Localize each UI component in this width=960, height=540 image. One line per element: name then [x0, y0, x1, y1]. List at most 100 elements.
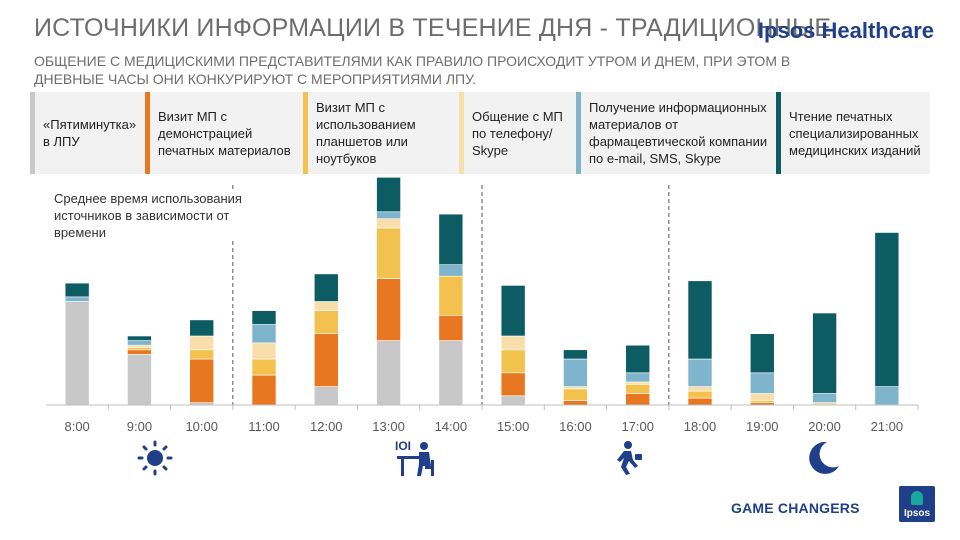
page-subtitle: ОБЩЕНИЕ С МЕДИЦИСКИМИ ПРЕДСТАВИТЕЛЯМИ КА… [34, 53, 791, 87]
bar-segment [687, 390, 713, 399]
x-tick-label: 15:00 [497, 419, 530, 434]
bar-segment [251, 342, 277, 360]
bar-segment [563, 388, 588, 401]
brand-name: Ipsos Healthcare [757, 18, 934, 43]
bar-segment [376, 340, 401, 406]
ipsos-logo-mark [911, 491, 923, 505]
bar-segment [127, 340, 152, 346]
bar-segment [687, 397, 713, 406]
bar-segment [749, 393, 775, 401]
x-tick-label: 8:00 [64, 419, 89, 434]
legend-label: Визит МП с использованием планшетов или … [316, 100, 416, 166]
bar-segment [749, 333, 775, 374]
legend-label: Чтение печатных специализированных медиц… [789, 108, 921, 158]
bar-segment [189, 319, 215, 337]
game-changers-label: GAME CHANGERS [731, 500, 860, 516]
x-tick-label: 14:00 [435, 419, 468, 434]
bar-segment [874, 386, 900, 406]
bar-segment [500, 285, 526, 337]
sun-icon [137, 440, 173, 476]
bar-segment [500, 349, 526, 374]
bar-segment [438, 213, 464, 266]
bar-segment [376, 278, 401, 341]
bar-segment [313, 333, 339, 387]
bar-segment [127, 354, 152, 406]
bar-segment [438, 340, 464, 406]
x-tick-label: 16:00 [559, 419, 592, 434]
x-tick-label: 12:00 [310, 419, 343, 434]
bar-segment [64, 301, 90, 406]
stacked-bar-chart: 8:00 9:00 10:00 11:00 12:00 13:00 14:00 15:00 16… [46, 177, 919, 434]
legend: «Пятиминутка» в ЛПУ Визит МП с демонстра… [30, 92, 930, 174]
x-tick-label: 20:00 [808, 419, 841, 434]
bar-segment [438, 275, 464, 316]
x-tick-label: 19:00 [746, 419, 779, 434]
bar-segment [251, 374, 277, 406]
legend-label: «Пятиминутка» в ЛПУ [43, 117, 137, 149]
bar-segment [500, 372, 526, 397]
bar-segment [127, 335, 152, 341]
bar-segment [874, 232, 900, 387]
bar-segment [500, 335, 526, 351]
page-title: ИСТОЧНИКИ ИНФОРМАЦИИ В ТЕЧЕНИЕ ДНЯ - ТРА… [34, 14, 832, 42]
bar-segment [376, 177, 401, 213]
x-tick-label: 9:00 [127, 419, 152, 434]
lunch-icon-text: IOI [395, 439, 411, 453]
bar-segment [251, 310, 277, 325]
bar-segment [563, 358, 588, 387]
legend-item-email: Получение информационных материалов от ф… [576, 92, 776, 174]
bar-segment [376, 211, 401, 220]
walking-person-icon [617, 441, 642, 475]
bar-segment [749, 400, 775, 403]
bar-segment [625, 344, 651, 374]
bar-segment [127, 344, 152, 348]
bar-segment [189, 335, 215, 351]
bar-segment [563, 400, 588, 406]
bar-segment [189, 358, 215, 404]
bar-segment [438, 264, 464, 277]
bar-segment [127, 349, 152, 355]
ipsos-logo: Ipsos [899, 486, 935, 522]
bar-segment [376, 227, 401, 279]
bar-segment [64, 282, 90, 298]
legend-item-pyatiminutka: «Пятиминутка» в ЛПУ [30, 92, 145, 174]
legend-item-phone: Общение с МП по телефону/ Skype [459, 92, 576, 174]
x-tick-label: 21:00 [871, 419, 904, 434]
bar-segment [127, 347, 152, 351]
lunch-icon: IOI [395, 439, 434, 476]
bar-segment [625, 383, 651, 394]
bar-segment [500, 395, 526, 406]
x-tick-label: 17:00 [621, 419, 654, 434]
bar-segment [625, 393, 651, 406]
bar-segment [313, 273, 339, 302]
x-tick-label: 18:00 [684, 419, 717, 434]
legend-item-print-visit: Визит МП с демонстрацией печатных матери… [145, 92, 303, 174]
x-tick-label: 13:00 [372, 419, 405, 434]
bar-segment [625, 381, 651, 385]
bar-segment [251, 358, 277, 376]
bar-segment [687, 280, 713, 360]
bar-segment [812, 393, 837, 403]
bar-segment [376, 218, 401, 229]
legend-label: Получение информационных материалов от ф… [589, 100, 768, 166]
bar-segment [625, 372, 651, 383]
bar-segment [563, 386, 588, 390]
bar-segment [749, 372, 775, 394]
legend-item-journals: Чтение печатных специализированных медиц… [776, 92, 930, 174]
bar-segment [313, 310, 339, 335]
bar-segment [251, 324, 277, 344]
legend-label: Визит МП с демонстрацией печатных матери… [158, 108, 291, 158]
bar-segment [189, 349, 215, 360]
bar-segment [64, 296, 90, 302]
bar-segment [687, 358, 713, 387]
x-tick-label: 10:00 [185, 419, 218, 434]
legend-label: Общение с МП по телефону/ Skype [472, 108, 563, 158]
chart-note: Среднее время использования источников в… [54, 190, 264, 241]
bar-segment [812, 312, 837, 394]
bar-segment [313, 386, 339, 406]
moon-icon [809, 441, 839, 474]
bar-segment [313, 301, 339, 311]
legend-item-tablet-visit: Визит МП с использованием планшетов или … [303, 92, 459, 174]
bar-segment [563, 349, 588, 360]
bar-segment [687, 386, 713, 392]
